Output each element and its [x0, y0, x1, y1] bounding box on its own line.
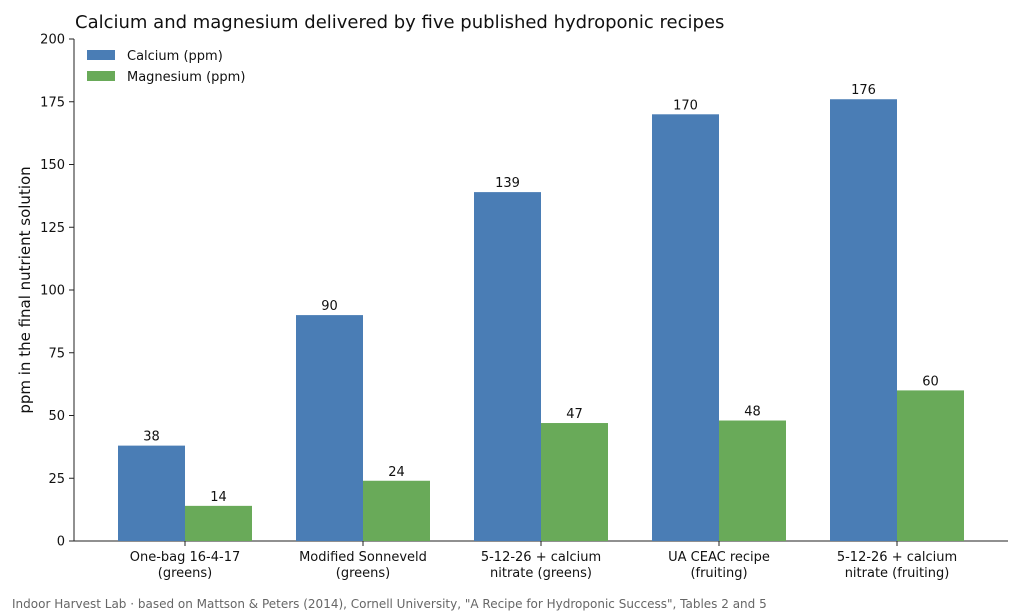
- x-tick-label: (fruiting): [690, 566, 747, 581]
- bar-magnesium: [719, 420, 786, 541]
- bar-value-label: 47: [566, 407, 583, 422]
- y-tick-label: 150: [40, 158, 65, 173]
- bar-magnesium: [185, 505, 252, 541]
- y-tick-label: 125: [40, 221, 65, 236]
- bar-calcium: [296, 315, 363, 541]
- bar-calcium: [118, 445, 185, 541]
- bar-value-label: 170: [673, 98, 698, 113]
- y-tick-label: 175: [40, 95, 65, 110]
- bar-value-label: 14: [210, 490, 227, 505]
- bar-value-label: 24: [388, 465, 405, 480]
- x-tick-label: nitrate (fruiting): [845, 566, 950, 581]
- x-tick-label: 5-12-26 + calcium: [837, 550, 957, 565]
- bar-value-label: 176: [851, 83, 876, 98]
- legend-label-magnesium: Magnesium (ppm): [127, 70, 245, 85]
- footer-source: Indoor Harvest Lab · based on Mattson & …: [12, 597, 767, 611]
- x-tick-label: nitrate (greens): [490, 566, 592, 581]
- y-tick-label: 200: [40, 33, 65, 48]
- bar-magnesium: [363, 480, 430, 541]
- bar-calcium: [830, 99, 897, 542]
- legend: Calcium (ppm) Magnesium (ppm): [87, 49, 245, 85]
- x-tick-label: (greens): [336, 566, 390, 581]
- bar-calcium: [652, 114, 719, 542]
- y-tick-label: 25: [48, 472, 65, 487]
- y-tick-label: 0: [57, 535, 65, 550]
- bar-magnesium: [897, 390, 964, 541]
- legend-swatch-magnesium: [87, 71, 115, 81]
- bar-value-label: 139: [495, 176, 520, 191]
- y-tick-label: 50: [48, 409, 65, 424]
- bar-value-label: 90: [321, 299, 338, 314]
- bar-value-label: 48: [744, 405, 761, 420]
- y-tick-label: 75: [48, 346, 65, 361]
- x-tick-label: UA CEAC recipe: [668, 550, 770, 565]
- chart-title: Calcium and magnesium delivered by five …: [75, 12, 724, 33]
- bar-value-label: 60: [922, 374, 939, 389]
- x-tick-label: (greens): [158, 566, 212, 581]
- x-tick-label: Modified Sonneveld: [299, 550, 427, 565]
- legend-swatch-calcium: [87, 50, 115, 60]
- x-tick-label: 5-12-26 + calcium: [481, 550, 601, 565]
- x-tick-label: One-bag 16-4-17: [130, 550, 241, 565]
- plot-area: 0 25 50 75 100 125 150 175 200 38 14 One-bag 16-4-1…: [40, 33, 1008, 581]
- y-tick-label: 100: [40, 284, 65, 299]
- legend-label-calcium: Calcium (ppm): [127, 49, 223, 64]
- bar-value-label: 38: [143, 430, 160, 445]
- bar-magnesium: [541, 423, 608, 541]
- y-axis-label: ppm in the final nutrient solution: [16, 166, 34, 413]
- bar-calcium: [474, 192, 541, 542]
